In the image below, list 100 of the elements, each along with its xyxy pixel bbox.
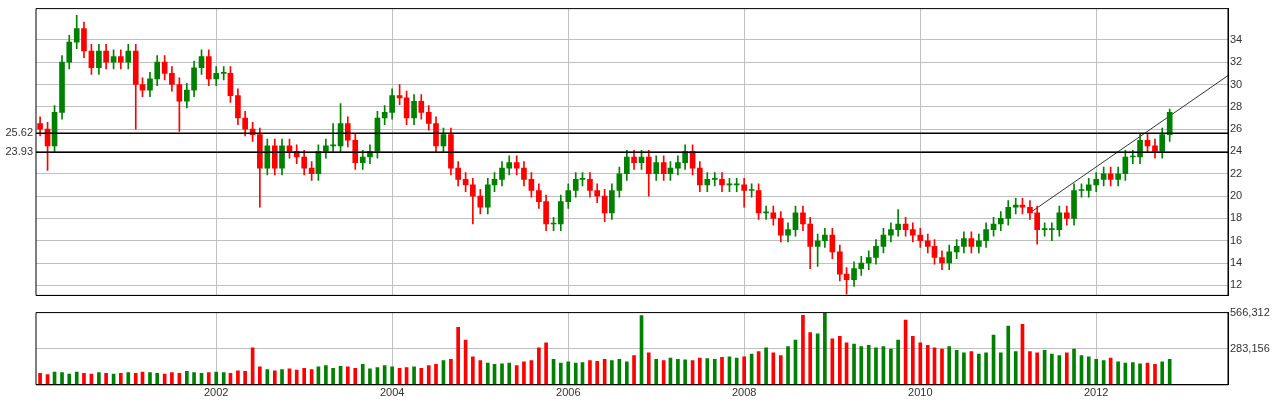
- bar: [522, 361, 526, 385]
- bar: [60, 372, 64, 385]
- candlestick: [1049, 222, 1055, 242]
- bar: [170, 372, 174, 385]
- x-tick-label: 2006: [556, 386, 581, 399]
- bar: [1072, 348, 1076, 385]
- bar: [544, 342, 548, 385]
- bar: [104, 373, 108, 385]
- bar: [514, 365, 519, 385]
- bar: [558, 362, 563, 385]
- bar: [1130, 362, 1135, 385]
- bar: [236, 370, 240, 385]
- bar: [654, 358, 659, 385]
- bar: [837, 336, 842, 385]
- bar: [764, 347, 768, 385]
- bar: [962, 352, 966, 385]
- bar: [705, 358, 710, 385]
- bar: [243, 371, 247, 385]
- bar: [808, 332, 813, 385]
- y-tick-label: 26: [1230, 122, 1243, 135]
- x-tick-label: 2010: [908, 386, 933, 399]
- candlestick: [1012, 197, 1019, 215]
- bar: [859, 346, 864, 385]
- y-tick-label: 12: [1230, 278, 1243, 291]
- bar: [720, 357, 724, 385]
- bar: [265, 369, 270, 385]
- bar: [771, 352, 776, 385]
- bar: [345, 366, 350, 385]
- bar: [998, 352, 1003, 385]
- bar: [1160, 361, 1165, 385]
- candlestick: [470, 177, 476, 225]
- bar: [192, 372, 196, 385]
- bar: [133, 373, 138, 385]
- bar: [426, 365, 431, 385]
- bar: [1064, 352, 1069, 385]
- bar: [294, 369, 299, 385]
- y-tick-label: 30: [1230, 77, 1243, 90]
- y-tick-label: 566,312: [1230, 305, 1270, 318]
- bar: [38, 373, 42, 385]
- bar: [368, 368, 372, 385]
- candlestick: [741, 177, 747, 208]
- bar: [911, 336, 915, 385]
- bar: [632, 355, 636, 385]
- y-tick-label: 22: [1230, 166, 1243, 179]
- y-tick-label: 16: [1230, 233, 1243, 246]
- bar: [1086, 356, 1091, 385]
- bar: [624, 361, 629, 385]
- bar: [206, 372, 211, 385]
- bar: [185, 371, 189, 385]
- bar: [221, 372, 226, 385]
- bar: [1116, 361, 1120, 385]
- bar: [734, 357, 739, 385]
- bar: [456, 327, 460, 385]
- bar: [449, 358, 453, 385]
- bar: [360, 364, 365, 385]
- bar: [67, 373, 72, 385]
- bar: [331, 367, 335, 385]
- bar: [1153, 364, 1157, 385]
- bar: [258, 366, 262, 385]
- bar: [661, 360, 666, 385]
- bar: [390, 366, 394, 385]
- bar: [940, 348, 944, 385]
- x-tick-label: 2002: [203, 386, 229, 399]
- bar: [954, 350, 959, 385]
- bar: [646, 352, 651, 385]
- bar: [82, 373, 86, 385]
- bar: [874, 347, 878, 385]
- bar: [683, 359, 687, 385]
- bar: [925, 344, 930, 385]
- bar: [214, 371, 219, 385]
- bar: [500, 363, 504, 385]
- y-tick-label: 18: [1230, 211, 1243, 224]
- ref-line-label: 25.62: [5, 126, 33, 139]
- bar: [478, 360, 483, 385]
- ref-line-label: 23.93: [5, 145, 33, 158]
- bar: [412, 366, 416, 385]
- candlestick: [220, 66, 227, 81]
- bar: [610, 360, 614, 385]
- bar: [573, 362, 578, 385]
- bar: [778, 355, 783, 385]
- bar: [302, 367, 307, 385]
- bar: [324, 365, 328, 385]
- bar: [419, 367, 424, 385]
- bar: [823, 312, 827, 385]
- bar: [866, 344, 871, 385]
- x-tick-label: 2004: [379, 386, 405, 399]
- bar: [353, 367, 358, 385]
- y-tick-label: 28: [1230, 99, 1243, 112]
- bar: [74, 371, 79, 385]
- x-tick-label: 2012: [1083, 386, 1109, 399]
- bar: [889, 348, 893, 385]
- bar: [537, 347, 541, 385]
- bar: [1094, 358, 1099, 385]
- y-tick-label: 20: [1230, 189, 1243, 202]
- y-tick-label: 283,156: [1230, 341, 1270, 354]
- bar: [786, 346, 790, 385]
- bar: [566, 361, 571, 385]
- bar: [984, 352, 988, 385]
- bar: [1138, 363, 1142, 385]
- bar: [118, 373, 123, 385]
